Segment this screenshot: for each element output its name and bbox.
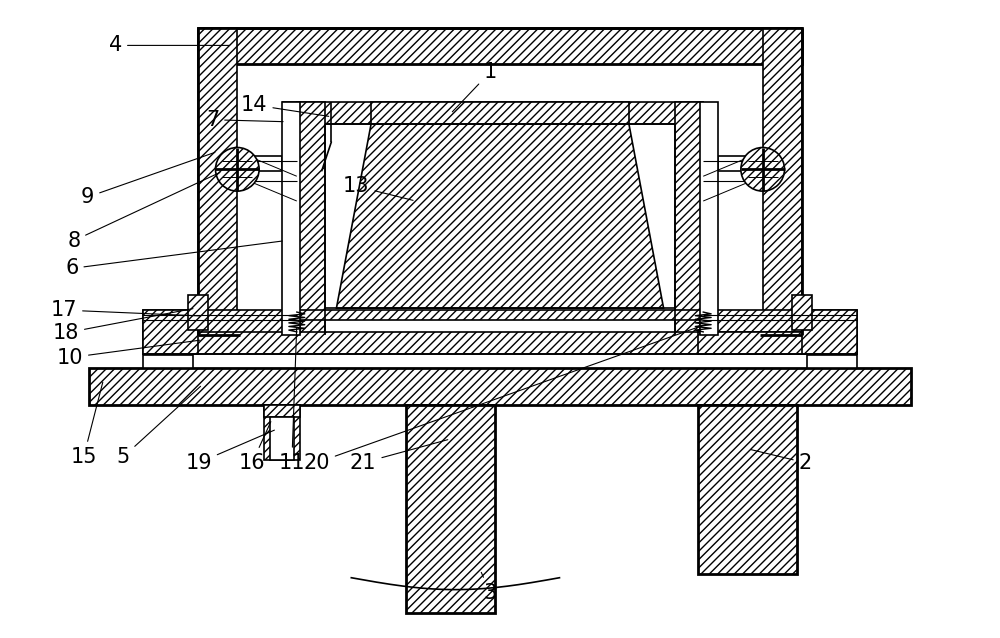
Bar (188, 295, 208, 330)
Text: 5: 5 (117, 386, 201, 467)
Text: 1: 1 (452, 62, 497, 112)
Text: 15: 15 (70, 382, 103, 467)
Text: 16: 16 (239, 422, 271, 473)
Bar (802, 310, 857, 353)
Text: 6: 6 (65, 241, 282, 278)
Bar (700, 102, 718, 335)
Bar (406, 405, 495, 613)
Bar (198, 27, 802, 64)
Bar (143, 355, 193, 367)
Bar (371, 102, 629, 124)
Bar (143, 310, 300, 335)
Bar (282, 102, 300, 335)
Text: 14: 14 (241, 95, 329, 116)
Bar (89, 367, 911, 405)
Text: 19: 19 (185, 430, 274, 473)
Text: 20: 20 (303, 326, 702, 473)
Bar (675, 102, 703, 335)
Bar (718, 156, 763, 171)
Text: 10: 10 (57, 340, 200, 367)
Bar (198, 27, 237, 335)
Text: 3: 3 (481, 572, 497, 603)
Bar (297, 310, 703, 320)
Bar (237, 156, 282, 171)
Polygon shape (336, 124, 664, 308)
Bar (700, 310, 857, 335)
Text: 8: 8 (67, 172, 220, 251)
Bar (297, 102, 325, 335)
Circle shape (215, 147, 259, 191)
Bar (698, 405, 797, 574)
Circle shape (741, 147, 785, 191)
Bar (297, 102, 703, 124)
Text: 7: 7 (206, 110, 283, 130)
Text: 4: 4 (109, 35, 230, 56)
Bar (270, 417, 294, 460)
Bar (698, 332, 857, 353)
Bar (792, 295, 812, 330)
Bar (763, 27, 802, 335)
Bar (143, 310, 198, 353)
Text: 18: 18 (53, 309, 193, 343)
Text: 21: 21 (350, 440, 448, 473)
Bar (143, 332, 857, 353)
Text: 9: 9 (81, 152, 215, 207)
Text: 2: 2 (751, 450, 812, 473)
Text: 13: 13 (343, 176, 413, 200)
Bar (807, 355, 857, 367)
Bar (264, 405, 300, 417)
Text: 17: 17 (51, 300, 200, 320)
Bar (264, 405, 300, 460)
Text: 11: 11 (279, 328, 305, 473)
